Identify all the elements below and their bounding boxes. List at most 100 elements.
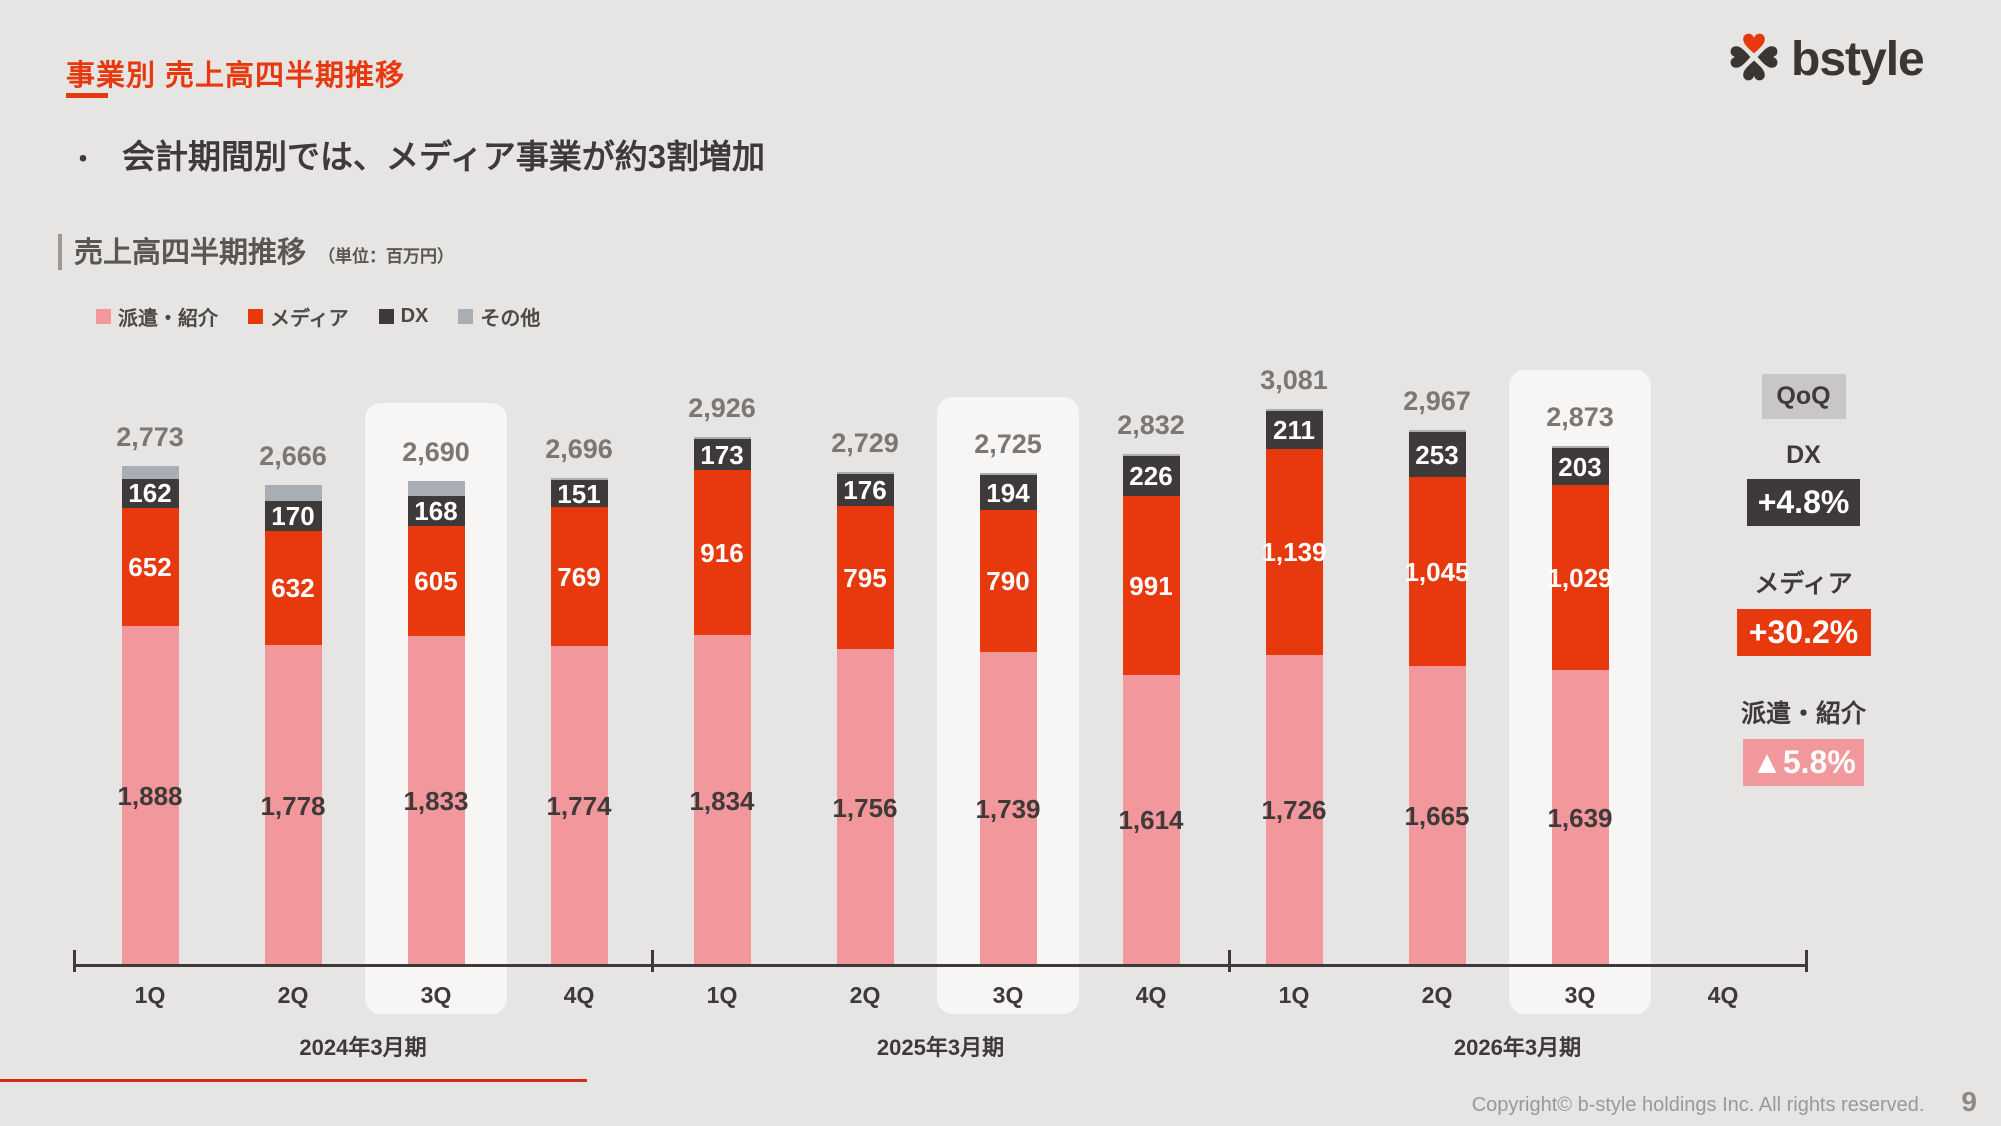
bar-segment-3-col1 [264, 485, 322, 501]
year-label-2: 2026年3月期 [1453, 1035, 1582, 1060]
bar-segment-1-col10 [1551, 484, 1609, 671]
legend-item-2: DX [378, 305, 428, 328]
x-axis-line [74, 964, 1806, 967]
bar-segment-label-0-col3: 1,774 [546, 791, 612, 822]
legend-item-0: 派遣・紹介 [96, 302, 218, 331]
qoq-item-value-dx: +4.8% [1747, 479, 1860, 526]
bar-segment-2-col2 [407, 496, 465, 527]
bar-segment-1-col4 [693, 470, 751, 636]
bar-segment-1-col9 [1408, 477, 1466, 666]
quarter-label-col6: 3Q [992, 982, 1024, 1008]
bar-total-label-col6: 2,725 [974, 429, 1042, 460]
bar-segment-label-2-col5: 176 [843, 475, 887, 506]
legend-item-1: メディア [248, 302, 349, 331]
legend-item-3: その他 [458, 302, 540, 331]
x-axis-tick-3 [1805, 950, 1808, 972]
bar-segment-3-col5 [836, 472, 894, 475]
bar-segment-label-2-col4: 173 [700, 439, 744, 470]
bar-segment-3-col6 [979, 473, 1037, 476]
year-label-0: 2024年3月期 [299, 1035, 427, 1060]
bar-segment-0-col1 [264, 645, 322, 966]
bar-segment-label-1-col1: 632 [271, 573, 315, 604]
bar-segment-0-col10 [1551, 670, 1609, 966]
legend-swatch-1 [248, 309, 263, 324]
quarter-label-col2: 3Q [420, 982, 452, 1008]
x-axis-tick-0 [73, 950, 76, 972]
bar-segment-label-0-col10: 1,639 [1547, 803, 1613, 834]
bar-segment-label-1-col10: 1,029 [1547, 562, 1613, 593]
bar-segment-label-1-col2: 605 [414, 565, 458, 596]
bar-segment-2-col5 [836, 474, 894, 507]
bar-segment-label-2-col9: 253 [1415, 439, 1459, 470]
bar-segment-0-col2 [407, 635, 465, 966]
bar-total-label-col9: 2,967 [1403, 385, 1471, 416]
bar-segment-label-2-col10: 203 [1558, 451, 1602, 482]
section-title: 売上高四半期推移 [74, 237, 307, 270]
bar-total-label-col4: 2,926 [688, 392, 756, 423]
bar-segment-2-col7 [1122, 455, 1180, 497]
bar-segment-0-col4 [693, 635, 751, 966]
logo-text: bstyle [1791, 33, 1925, 86]
bar-segment-label-0-col7: 1,614 [1118, 805, 1184, 836]
footer: Copyright© b-style holdings Inc. All rig… [1472, 1086, 1977, 1118]
bar-segment-2-col1 [264, 500, 322, 532]
bar-segment-0-col7 [1122, 674, 1180, 966]
qoq-item-label-media: メディア [1754, 570, 1853, 598]
bar-segment-0-col8 [1265, 654, 1323, 966]
bar-segment-label-2-col2: 168 [414, 496, 458, 527]
section-header: 売上高四半期推移 （単位：百万円） [58, 234, 454, 270]
qoq-item-label-dx: DX [1786, 441, 1821, 469]
bar-segment-label-0-col6: 1,739 [975, 794, 1041, 825]
bar-segment-0-col3 [550, 646, 608, 966]
quarter-label-col3: 4Q [563, 982, 595, 1008]
bullet-marker: ・ [70, 144, 97, 174]
bar-segment-label-1-col3: 769 [557, 561, 601, 592]
quarter-label-col11: 4Q [1707, 982, 1739, 1008]
bar-segment-label-1-col0: 652 [128, 551, 172, 582]
bullet-point: ・ 会計期間別では、メディア事業が約3割増加 [70, 130, 765, 178]
bar-segment-1-col7 [1122, 496, 1180, 675]
copyright-text: Copyright© b-style holdings Inc. All rig… [1471, 1094, 1925, 1116]
bar-segment-label-0-col9: 1,665 [1404, 800, 1470, 831]
bar-segment-label-2-col3: 151 [557, 478, 601, 509]
clover-hearts-icon [1727, 30, 1781, 89]
quarter-label-col0: 1Q [134, 982, 166, 1008]
bar-segment-label-0-col1: 1,778 [260, 790, 326, 821]
bar-segment-1-col5 [836, 506, 894, 650]
legend-swatch-2 [378, 309, 394, 324]
bar-total-label-col2: 2,690 [402, 436, 470, 467]
bullet-text: 会計期間別では、メディア事業が約3割増加 [122, 138, 766, 175]
qoq-item-dx: DX +4.8% [1747, 441, 1860, 526]
bar-segment-label-1-col8: 1,139 [1261, 537, 1327, 568]
bar-segment-0-col9 [1408, 665, 1466, 966]
quarter-label-col9: 2Q [1421, 982, 1453, 1008]
bar-segment-label-1-col9: 1,045 [1404, 556, 1470, 587]
bar-segment-1-col1 [264, 531, 322, 646]
qoq-item-value-media: +30.2% [1736, 609, 1871, 656]
bar-segment-label-1-col7: 991 [1129, 570, 1173, 601]
bar-segment-label-0-col4: 1,834 [689, 785, 755, 816]
quarter-label-col7: 4Q [1135, 982, 1167, 1008]
bar-segment-label-2-col7: 226 [1129, 460, 1173, 491]
bar-segment-1-col2 [407, 526, 465, 636]
x-axis-tick-1 [651, 950, 654, 972]
bar-total-label-col1: 2,666 [259, 441, 327, 472]
bar-segment-label-0-col0: 1,888 [117, 780, 183, 811]
qoq-item-label-haken: 派遣・紹介 [1740, 700, 1866, 728]
qoq-panel: QoQ DX +4.8% メディア +30.2% 派遣・紹介 ▲5.8% [1690, 374, 1917, 786]
bar-segment-0-col5 [836, 649, 894, 966]
chart-legend: 派遣・紹介 メディア DX その他 [96, 302, 540, 331]
bar-segment-3-col4 [693, 436, 751, 439]
bar-segment-3-col7 [1122, 453, 1180, 456]
legend-label-1: メディア [270, 308, 349, 330]
section-accent-bar [58, 234, 62, 270]
bar-total-label-col7: 2,832 [1117, 409, 1185, 440]
qoq-item-haken: 派遣・紹介 ▲5.8% [1741, 694, 1866, 786]
bar-segment-3-col3 [550, 478, 608, 481]
bar-total-label-col3: 2,696 [545, 434, 613, 465]
bottom-accent-line [0, 1079, 587, 1082]
bar-segment-label-2-col8: 211 [1273, 415, 1315, 446]
bstyle-logo: bstyle [1727, 30, 1925, 89]
bar-segment-label-2-col6: 194 [986, 477, 1030, 508]
